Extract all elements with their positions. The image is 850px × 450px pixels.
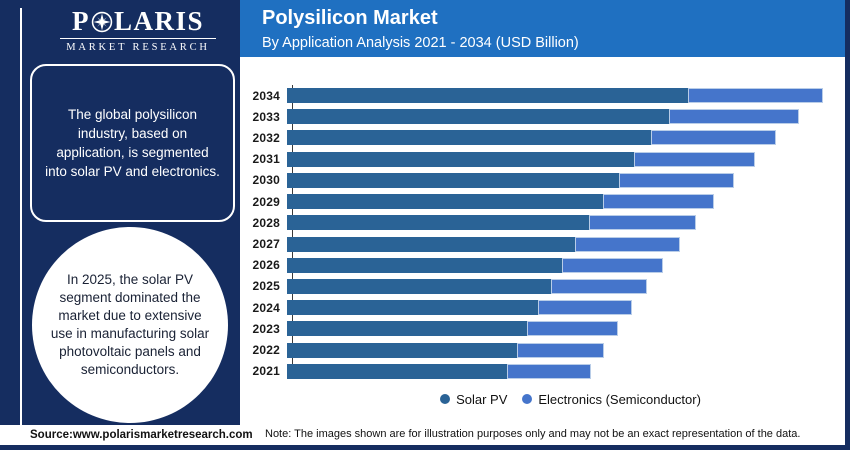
stacked-bar bbox=[287, 300, 632, 316]
year-label: 2029 bbox=[252, 194, 280, 209]
year-label: 2031 bbox=[252, 152, 280, 167]
bar-row: 2025 bbox=[240, 278, 845, 294]
callout-box-text: The global polysilicon industry, based o… bbox=[45, 106, 220, 180]
year-label: 2022 bbox=[252, 343, 280, 358]
logo-subtext: MARKET RESEARCH bbox=[60, 38, 216, 53]
bar-segment-electronics bbox=[527, 321, 619, 337]
bar-row: 2032 bbox=[240, 130, 845, 146]
bar-segment-electronics bbox=[650, 130, 776, 146]
bar-segment-electronics bbox=[537, 300, 632, 316]
stacked-bar bbox=[287, 257, 663, 273]
source-text: Source:www.polarismarketresearch.com bbox=[30, 429, 253, 441]
stacked-bar bbox=[287, 194, 715, 210]
polaris-logo: P LARIS MARKET RESEARCH bbox=[60, 8, 216, 53]
bar-segment-solar-pv bbox=[287, 342, 517, 358]
bar-row: 2031 bbox=[240, 151, 845, 167]
stacked-bar bbox=[287, 236, 680, 252]
chart-legend: Solar PV Electronics (Semiconductor) bbox=[240, 391, 845, 407]
bar-segment-solar-pv bbox=[287, 172, 619, 188]
legend-label: Solar PV bbox=[456, 391, 508, 407]
year-label: 2033 bbox=[252, 109, 280, 124]
bar-row: 2027 bbox=[240, 236, 845, 252]
year-label: 2034 bbox=[252, 88, 280, 103]
chart-panel: 2034 2033 2032 2031 2030 2029 2028 2027 2026 2025… bbox=[240, 57, 845, 445]
bar-segment-solar-pv bbox=[287, 215, 589, 231]
stacked-bar bbox=[287, 278, 648, 294]
bar-segment-solar-pv bbox=[287, 300, 538, 316]
bar-segment-solar-pv bbox=[287, 194, 604, 210]
stacked-bar bbox=[287, 151, 755, 167]
page-title: Polysilicon Market bbox=[262, 7, 438, 29]
stacked-bar bbox=[287, 321, 619, 337]
bar-segment-electronics bbox=[669, 109, 800, 125]
bar-row: 2024 bbox=[240, 300, 845, 316]
bar-row: 2028 bbox=[240, 215, 845, 231]
bar-row: 2034 bbox=[240, 88, 845, 103]
year-label: 2028 bbox=[252, 215, 280, 230]
callout-circle-text: In 2025, the solar PV segment dominated … bbox=[50, 272, 210, 377]
stacked-bar bbox=[287, 130, 776, 146]
legend-dot-icon bbox=[440, 394, 451, 404]
bar-segment-solar-pv bbox=[287, 236, 575, 252]
year-label: 2030 bbox=[252, 173, 280, 188]
page-subtitle: By Application Analysis 2021 - 2034 (USD… bbox=[262, 35, 579, 51]
bar-chart: 2034 2033 2032 2031 2030 2029 2028 2027 2026 2025… bbox=[240, 88, 845, 379]
footer-band: Source:www.polarismarketresearch.com bbox=[0, 425, 253, 445]
bar-segment-electronics bbox=[603, 194, 715, 210]
bar-segment-solar-pv bbox=[287, 321, 528, 337]
year-label: 2023 bbox=[252, 321, 280, 336]
bar-segment-electronics bbox=[633, 151, 755, 167]
bar-segment-solar-pv bbox=[287, 88, 688, 103]
bar-segment-solar-pv bbox=[287, 257, 562, 273]
stacked-bar bbox=[287, 88, 823, 103]
bar-row: 2023 bbox=[240, 321, 845, 337]
year-label: 2025 bbox=[252, 279, 280, 294]
legend-dot-icon bbox=[522, 394, 533, 404]
bar-segment-electronics bbox=[588, 215, 696, 231]
stacked-bar bbox=[287, 342, 604, 358]
bar-segment-solar-pv bbox=[287, 151, 634, 167]
year-label: 2027 bbox=[252, 237, 280, 252]
stacked-bar bbox=[287, 215, 696, 231]
logo-wordmark: P LARIS bbox=[60, 8, 216, 35]
year-label: 2021 bbox=[252, 364, 280, 379]
header-band: Polysilicon Market By Application Analys… bbox=[240, 0, 845, 57]
left-accent-line bbox=[20, 8, 22, 425]
bar-row: 2022 bbox=[240, 342, 845, 358]
disclaimer-note: Note: The images shown are for illustrat… bbox=[265, 428, 801, 440]
bar-segment-electronics bbox=[516, 342, 604, 358]
bar-segment-electronics bbox=[506, 363, 591, 379]
year-label: 2024 bbox=[252, 300, 280, 315]
logo-text-prefix: P bbox=[71, 6, 90, 36]
year-label: 2032 bbox=[252, 130, 280, 145]
bar-row: 2033 bbox=[240, 109, 845, 125]
stacked-bar bbox=[287, 109, 800, 125]
bar-segment-electronics bbox=[551, 278, 648, 294]
bar-segment-electronics bbox=[687, 88, 823, 103]
bar-segment-electronics bbox=[574, 236, 680, 252]
bar-segment-solar-pv bbox=[287, 278, 552, 294]
bar-row: 2029 bbox=[240, 194, 845, 210]
legend-item: Solar PV bbox=[440, 392, 507, 407]
logo-text-suffix: LARIS bbox=[113, 6, 205, 36]
legend-label: Electronics (Semiconductor) bbox=[538, 391, 701, 407]
callout-circle: In 2025, the solar PV segment dominated … bbox=[32, 227, 228, 423]
callout-box: The global polysilicon industry, based o… bbox=[30, 64, 235, 222]
bar-segment-electronics bbox=[618, 172, 734, 188]
bar-segment-solar-pv bbox=[287, 363, 507, 379]
bar-segment-solar-pv bbox=[287, 109, 670, 125]
stacked-bar bbox=[287, 172, 734, 188]
bar-row: 2021 bbox=[240, 363, 845, 379]
bar-row: 2026 bbox=[240, 257, 845, 273]
year-label: 2026 bbox=[252, 258, 280, 273]
bar-segment-electronics bbox=[562, 257, 663, 273]
legend-item: Electronics (Semiconductor) bbox=[522, 392, 701, 407]
bar-row: 2030 bbox=[240, 172, 845, 188]
compass-star-icon bbox=[91, 11, 113, 32]
bar-segment-solar-pv bbox=[287, 130, 651, 146]
y-axis-line bbox=[292, 85, 293, 379]
stacked-bar bbox=[287, 363, 591, 379]
